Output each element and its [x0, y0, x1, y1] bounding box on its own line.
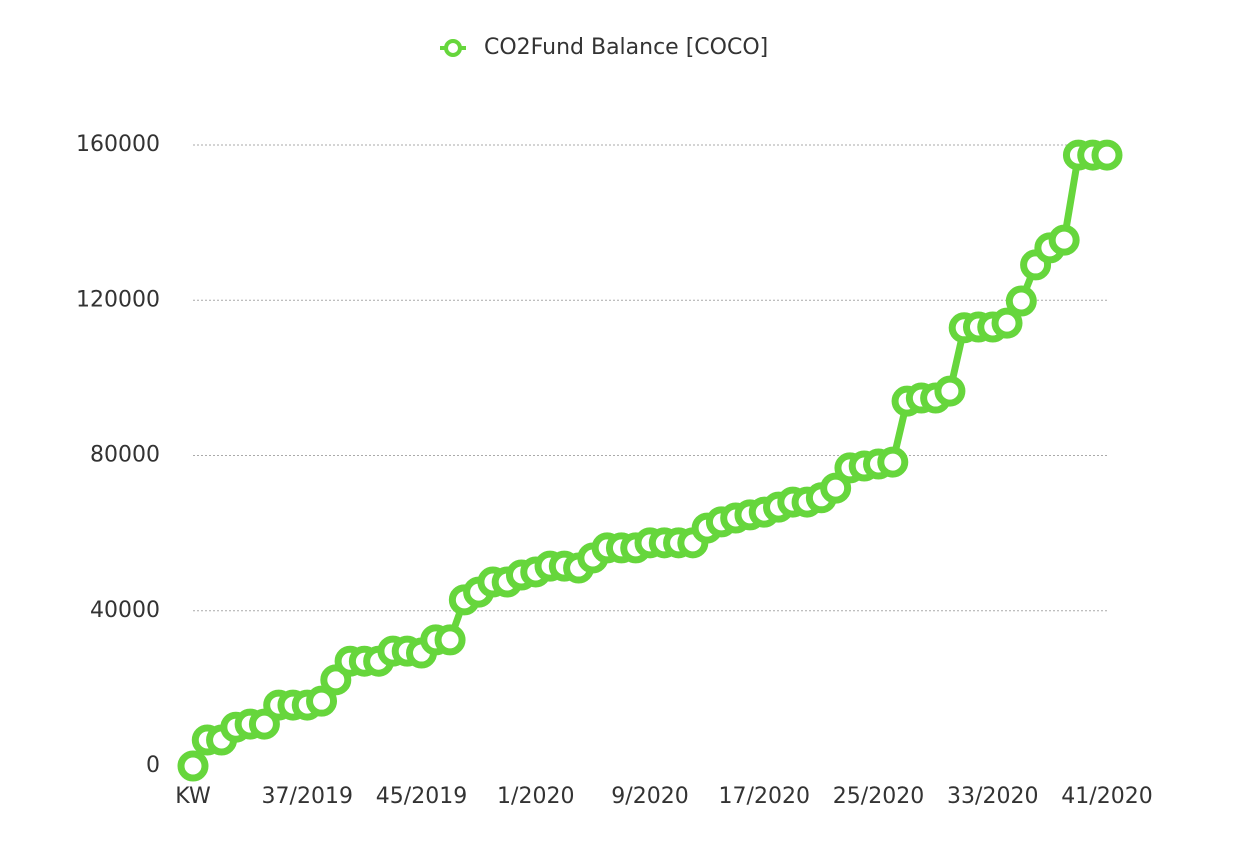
x-tick-label: 41/2020	[1061, 784, 1152, 809]
point	[934, 375, 966, 407]
y-tick-label: 120000	[76, 287, 160, 312]
point	[877, 446, 909, 478]
point	[1091, 139, 1123, 171]
y-tick-label: 80000	[90, 443, 160, 468]
x-tick-label: 17/2020	[719, 784, 810, 809]
point	[1005, 285, 1037, 317]
point	[820, 472, 852, 504]
point	[991, 307, 1023, 339]
y-tick-label: 0	[146, 753, 160, 778]
legend-label: CO2Fund Balance [COCO]	[484, 35, 768, 60]
x-tick-label: 9/2020	[611, 784, 688, 809]
point	[177, 750, 209, 782]
point	[434, 624, 466, 656]
x-tick-label: 45/2019	[376, 784, 467, 809]
point	[306, 685, 338, 717]
x-tick-label: KW	[175, 784, 211, 809]
point	[1048, 224, 1080, 256]
x-tick-label: 33/2020	[947, 784, 1038, 809]
x-tick-label: 25/2020	[833, 784, 924, 809]
y-tick-label: 40000	[90, 598, 160, 623]
x-tick-label: 1/2020	[497, 784, 574, 809]
y-tick-label: 160000	[76, 132, 160, 157]
x-tick-label: 37/2019	[262, 784, 353, 809]
legend-marker	[444, 39, 462, 57]
